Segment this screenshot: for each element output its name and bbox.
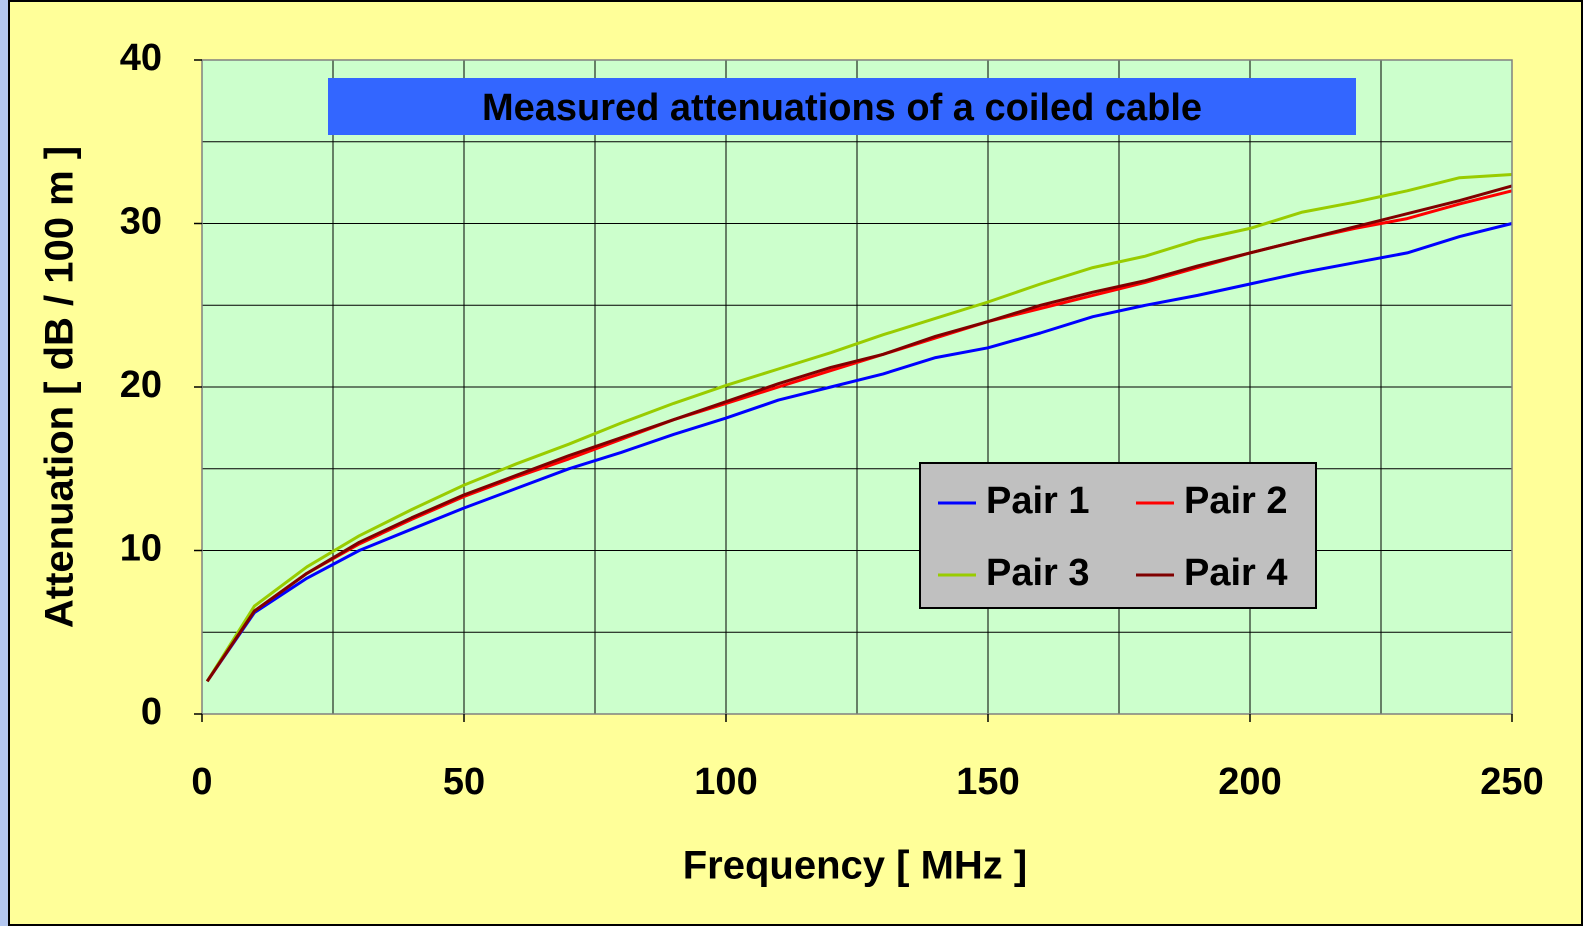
y-tick-label: 30 xyxy=(120,201,162,243)
lines xyxy=(205,173,1513,683)
y-tick-label: 10 xyxy=(120,528,162,570)
x-tick-label: 250 xyxy=(1480,761,1543,803)
series-line xyxy=(205,222,1513,683)
legend: Pair 1 Pair 2 Pair 3 Pair 4 xyxy=(938,480,1288,594)
y-tick-label: 40 xyxy=(120,37,162,79)
x-tick-label: 200 xyxy=(1218,761,1281,803)
x-axis-label: Frequency [ MHz ] xyxy=(683,844,1027,888)
y-tick-label: 20 xyxy=(120,364,162,406)
x-tick-label: 0 xyxy=(191,761,212,803)
x-tick-label: 100 xyxy=(694,761,757,803)
legend-label: Pair 3 xyxy=(986,552,1090,594)
x-tick-label: 150 xyxy=(956,761,1019,803)
chart-title: Measured attenuations of a coiled cable xyxy=(482,87,1202,129)
title-box xyxy=(328,78,1356,135)
y-axis-label: Attenuation [ dB / 100 m ] xyxy=(38,146,82,628)
series-line xyxy=(205,173,1513,683)
y-tick-label: 0 xyxy=(141,691,162,733)
legend-label: Pair 4 xyxy=(1184,552,1288,594)
legend-label: Pair 2 xyxy=(1184,480,1288,522)
legend-label: Pair 1 xyxy=(986,480,1090,522)
x-tick-label: 50 xyxy=(443,761,485,803)
legend-box xyxy=(919,462,1317,609)
series-line xyxy=(205,184,1513,683)
